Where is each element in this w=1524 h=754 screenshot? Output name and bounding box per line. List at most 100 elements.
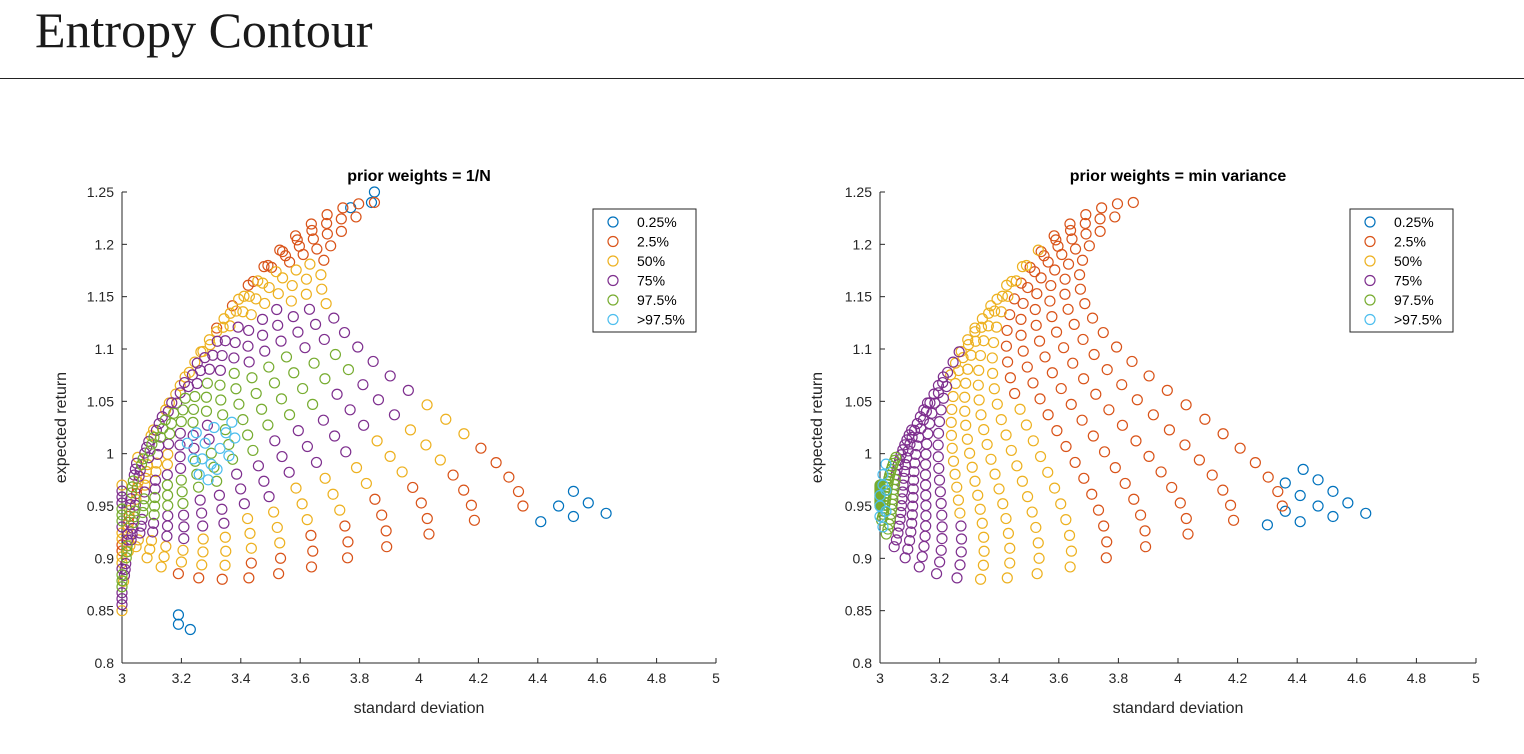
data-point xyxy=(259,297,271,310)
data-point xyxy=(288,367,300,379)
chart-title: prior weights = 1/N xyxy=(347,168,491,185)
data-point xyxy=(305,218,317,230)
y-tick-label: 1 xyxy=(864,446,872,462)
data-point xyxy=(358,419,370,431)
data-point xyxy=(216,573,228,585)
data-point xyxy=(902,543,914,555)
data-point xyxy=(178,533,190,545)
legend-entry-label: 2.5% xyxy=(1394,234,1426,250)
data-point xyxy=(503,471,515,483)
legend-entry-label: >97.5% xyxy=(1394,312,1442,328)
data-point xyxy=(283,466,295,478)
data-point xyxy=(194,494,206,506)
data-point xyxy=(1294,489,1306,502)
data-point xyxy=(116,569,128,581)
data-point xyxy=(229,336,241,349)
data-point xyxy=(1005,444,1017,457)
data-point xyxy=(242,340,254,352)
data-point xyxy=(1147,409,1159,421)
x-tick-label: 3.2 xyxy=(172,670,192,686)
data-point xyxy=(1199,413,1211,425)
data-point xyxy=(1004,372,1016,384)
data-point xyxy=(1055,382,1067,395)
data-point xyxy=(255,403,268,415)
data-point xyxy=(327,488,339,500)
y-axis-label: expected return xyxy=(53,372,70,483)
data-point xyxy=(144,445,156,457)
data-point xyxy=(1086,488,1098,500)
y-tick-label: 0.95 xyxy=(845,498,872,514)
data-point xyxy=(224,307,236,319)
y-tick-label: 0.9 xyxy=(95,550,115,566)
data-point xyxy=(200,405,213,417)
data-point xyxy=(918,540,930,553)
data-point xyxy=(318,254,330,266)
data-point xyxy=(329,430,341,442)
data-point xyxy=(245,309,257,321)
data-point xyxy=(269,435,281,447)
x-tick-label: 4.8 xyxy=(647,670,667,686)
data-point xyxy=(334,504,346,516)
data-point xyxy=(149,483,161,495)
data-point xyxy=(877,469,889,481)
data-point xyxy=(161,530,173,542)
data-point xyxy=(148,500,161,512)
data-point xyxy=(162,489,174,501)
data-point xyxy=(1131,394,1143,406)
data-point xyxy=(217,409,229,421)
x-axis-label: standard deviation xyxy=(1113,700,1244,717)
legend-marker xyxy=(607,294,619,306)
x-tick-label: 4 xyxy=(415,670,423,686)
data-point xyxy=(1092,504,1105,516)
data-point xyxy=(1073,269,1086,281)
data-point xyxy=(148,431,160,443)
x-tick-label: 4.6 xyxy=(587,670,607,686)
x-tick-label: 5 xyxy=(712,670,720,686)
data-point xyxy=(1050,326,1063,338)
data-point xyxy=(928,388,940,400)
y-tick-label: 1.25 xyxy=(845,184,872,200)
data-point xyxy=(919,479,932,491)
data-point xyxy=(1155,466,1167,478)
data-point xyxy=(162,510,174,522)
data-point xyxy=(1116,419,1129,431)
data-point xyxy=(270,266,282,278)
data-point xyxy=(197,546,209,558)
data-point xyxy=(201,377,213,389)
data-point xyxy=(376,509,388,521)
data-point xyxy=(129,505,141,517)
data-point xyxy=(1087,430,1099,442)
data-point xyxy=(919,458,932,471)
data-point xyxy=(1294,516,1306,528)
data-point xyxy=(250,387,262,400)
data-points xyxy=(116,186,612,636)
data-point xyxy=(268,377,281,389)
data-point xyxy=(1090,388,1102,400)
data-point xyxy=(468,514,480,526)
data-point xyxy=(953,346,965,358)
data-point xyxy=(1100,552,1112,564)
data-point xyxy=(1166,481,1178,494)
data-point xyxy=(906,517,918,529)
y-tick-label: 1.1 xyxy=(95,341,115,357)
data-point xyxy=(1079,298,1091,310)
data-point xyxy=(892,527,904,539)
data-point xyxy=(1000,340,1013,352)
data-point xyxy=(218,313,230,325)
legend-entry-label: 97.5% xyxy=(637,292,677,308)
data-point xyxy=(947,455,960,467)
data-point xyxy=(1004,557,1016,569)
data-point xyxy=(1069,456,1081,469)
data-point xyxy=(197,533,209,545)
data-point xyxy=(936,533,948,545)
data-point xyxy=(552,500,565,512)
y-tick-label: 0.8 xyxy=(853,655,873,671)
legend: 0.25% 2.5% 50% 75% 97.5% >97.5% xyxy=(1349,208,1454,333)
legend-marker xyxy=(607,255,619,267)
x-tick-label: 3.6 xyxy=(290,670,310,686)
data-point xyxy=(920,520,932,532)
legend-entry-label: 75% xyxy=(637,273,665,289)
data-point xyxy=(1360,507,1372,519)
data-point xyxy=(193,572,205,584)
data-point xyxy=(1110,341,1123,353)
